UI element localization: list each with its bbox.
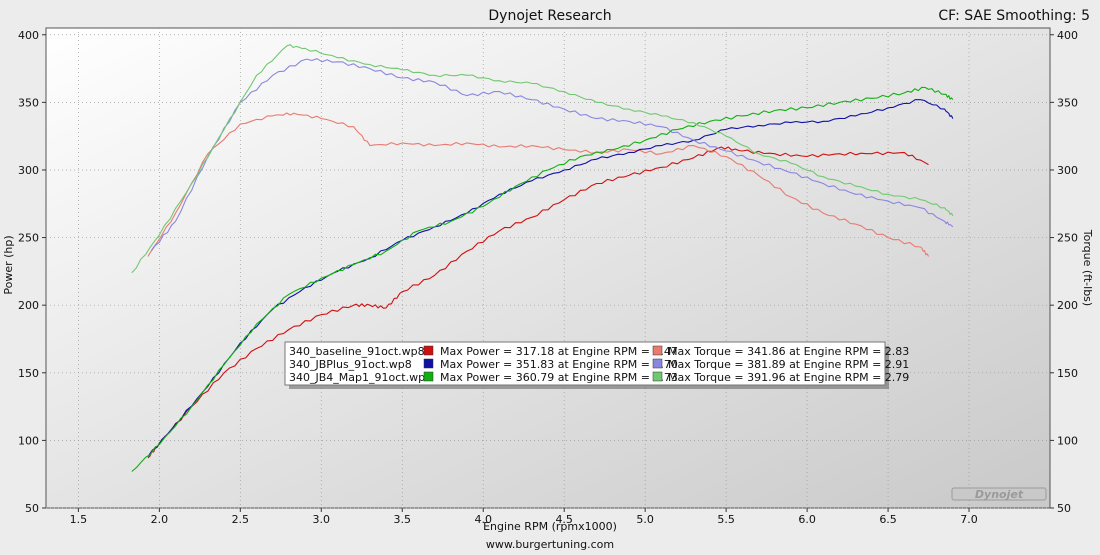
series-line-torque-3 <box>150 58 954 252</box>
legend-swatch-torque <box>652 371 663 382</box>
legend-swatch-torque <box>652 358 663 369</box>
x-tick-label: 5.5 <box>717 513 735 526</box>
series-line-power-0 <box>147 146 929 459</box>
chart-title: Dynojet Research <box>488 8 611 24</box>
y-axis-label: Power (hp) <box>2 235 15 294</box>
y-tick-label: 300 <box>18 164 39 177</box>
series-line-power-4 <box>131 86 954 472</box>
y-tick-label: 150 <box>18 367 39 380</box>
y-tick-label: 50 <box>25 502 39 515</box>
y2-tick-label: 400 <box>1057 29 1078 42</box>
y-tick-label: 100 <box>18 434 39 447</box>
legend-max-power: Max Power = 317.18 at Engine RPM = 5.47 <box>440 345 678 358</box>
legend-file: 340_baseline_91oct.wp8 <box>289 345 425 358</box>
x-tick-label: 3.0 <box>313 513 331 526</box>
legend-max-torque: Max Torque = 381.89 at Engine RPM = 2.91 <box>668 358 909 371</box>
x-tick-label: 4.5 <box>555 513 573 526</box>
legend-box <box>284 341 886 386</box>
series-line-torque-5 <box>131 44 954 274</box>
x-tick-label: 4.0 <box>474 513 492 526</box>
legend-swatch-power <box>423 371 434 382</box>
x-tick-label: 2.5 <box>232 513 250 526</box>
legend-max-power: Max Power = 351.83 at Engine RPM = 6.70 <box>440 358 678 371</box>
y2-tick-label: 150 <box>1057 367 1078 380</box>
legend-swatch-power <box>423 345 434 356</box>
legend-max-torque: Max Torque = 341.86 at Engine RPM = 2.83 <box>668 345 909 358</box>
x-tick-label: 2.0 <box>151 513 169 526</box>
legend-swatch-power <box>423 358 434 369</box>
legend-file: 340_JBPlus_91oct.wp8 <box>289 358 412 371</box>
series-line-torque-1 <box>147 112 929 257</box>
plot-area <box>45 27 1051 509</box>
x-tick-label: 3.5 <box>394 513 412 526</box>
y2-tick-label: 50 <box>1057 502 1071 515</box>
y-tick-label: 250 <box>18 232 39 245</box>
y-axis-ticks: 50 100 150 200 250 300 350 400 <box>18 29 46 515</box>
x-tick-label: 5.0 <box>636 513 654 526</box>
series-lines <box>131 44 954 472</box>
x-tick-label: 7.0 <box>960 513 978 526</box>
footer-url[interactable]: www.burgertuning.com <box>486 538 614 551</box>
y-tick-label: 400 <box>18 29 39 42</box>
legend-swatch-torque <box>652 345 663 356</box>
x-tick-label: 6.5 <box>879 513 897 526</box>
y2-axis-ticks: 50 100 150 200 250 300 350 400 <box>1050 29 1078 515</box>
y2-tick-label: 300 <box>1057 164 1078 177</box>
y2-tick-label: 250 <box>1057 232 1078 245</box>
logo-text: Dynojet <box>975 488 1024 501</box>
logo-badge <box>951 487 1047 501</box>
y-tick-label: 350 <box>18 96 39 109</box>
y-tick-label: 200 <box>18 299 39 312</box>
legend-max-torque: Max Torque = 391.96 at Engine RPM = 2.79 <box>668 371 909 384</box>
x-axis-ticks: 1.5 2.0 2.5 3.0 3.5 4.0 4.5 5.0 5.5 6.0 6.5 7.0 <box>70 508 978 526</box>
legend-file: 340_JB4_Map1_91oct.wp8 <box>289 371 432 384</box>
grid <box>46 28 1050 509</box>
x-axis-label: Engine RPM (rpmx1000) <box>483 520 617 533</box>
dynojet-logo: Dynojet <box>951 487 1047 501</box>
legend-max-power: Max Power = 360.79 at Engine RPM = 6.73 <box>440 371 678 384</box>
y2-axis-label: Torque (ft-lbs) <box>1081 229 1094 306</box>
settings-readout: CF: SAE Smoothing: 5 <box>938 8 1090 24</box>
y2-tick-label: 200 <box>1057 299 1078 312</box>
y2-tick-label: 100 <box>1057 434 1078 447</box>
x-tick-label: 6.0 <box>798 513 816 526</box>
y2-tick-label: 350 <box>1057 96 1078 109</box>
legend: 340_baseline_91oct.wp8 Max Power = 317.18… <box>284 341 909 389</box>
x-tick-label: 1.5 <box>70 513 88 526</box>
series-line-power-2 <box>147 99 954 457</box>
